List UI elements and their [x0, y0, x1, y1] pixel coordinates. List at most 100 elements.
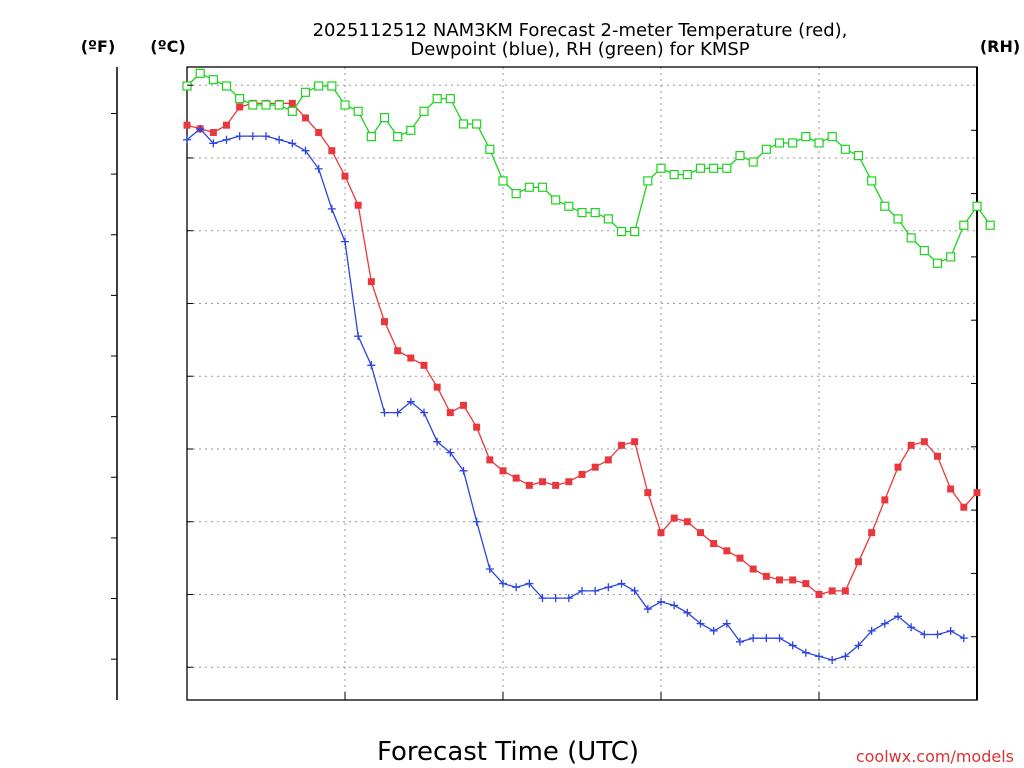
- dewpoint-point: [894, 612, 902, 621]
- temperature-point: [341, 172, 349, 180]
- dewpoint-point: [762, 634, 771, 643]
- rh-point: [985, 220, 995, 230]
- temperature-point: [776, 576, 783, 584]
- temperature-point: [802, 580, 810, 588]
- series-dewpoint: [183, 124, 968, 664]
- dewpoint-point: [209, 139, 218, 148]
- series-layer: [182, 68, 995, 664]
- dewpoint-point: [801, 648, 810, 657]
- dewpoint-point: [880, 619, 889, 628]
- rh-point: [419, 106, 429, 116]
- dewpoint-point: [591, 586, 600, 595]
- dewpoint-point: [446, 448, 455, 457]
- rh-point: [235, 94, 245, 104]
- temperature-point: [736, 554, 744, 562]
- dewpoint-point: [604, 583, 613, 592]
- rh-point: [261, 100, 271, 110]
- plot-frame: [116, 66, 978, 701]
- temperature-point: [552, 481, 560, 489]
- dewpoint-point: [722, 619, 731, 628]
- dewpoint-point: [406, 397, 415, 406]
- temperature-point: [381, 318, 388, 326]
- rh-point: [735, 151, 745, 161]
- dewpoint-point: [854, 641, 863, 650]
- temperature-point: [920, 438, 928, 446]
- rh-point: [643, 176, 653, 186]
- dewpoint-point: [933, 630, 942, 639]
- temperature-point: [499, 467, 507, 475]
- plot-border: [186, 66, 978, 701]
- dewpoint-point: [314, 164, 323, 173]
- rh-point: [761, 144, 771, 154]
- rh-point: [722, 163, 732, 173]
- dewpoint-point: [920, 630, 929, 639]
- rh-point: [511, 189, 521, 199]
- temperature-point: [525, 481, 533, 489]
- dewpoint-point: [775, 634, 784, 643]
- rh-point: [221, 81, 232, 91]
- grid-lines: [187, 67, 977, 700]
- temperature-point: [815, 591, 823, 598]
- temperature-point: [565, 478, 573, 486]
- rh-point: [393, 132, 403, 142]
- dewpoint-point: [736, 637, 744, 646]
- rh-point: [867, 176, 877, 186]
- rh-point: [827, 132, 837, 142]
- dewpoint-point: [525, 579, 534, 588]
- rh-point: [340, 100, 350, 110]
- temperature-point: [539, 478, 546, 486]
- temperature-point: [881, 496, 889, 504]
- rh-point: [748, 157, 758, 167]
- temperature-point: [486, 456, 494, 464]
- dewpoint-point: [709, 626, 718, 635]
- dewpoint-point: [262, 132, 270, 141]
- temperature-point: [789, 576, 797, 584]
- rh-point: [248, 100, 258, 110]
- temperature-point: [209, 128, 217, 136]
- dewpoint-point: [578, 586, 586, 595]
- dewpoint-point: [749, 634, 758, 643]
- rh-point: [564, 201, 574, 211]
- temperature-point: [841, 587, 849, 595]
- dewpoint-point: [235, 132, 244, 141]
- temperature-point: [394, 347, 402, 355]
- rh-point: [379, 113, 390, 123]
- rh-point: [524, 182, 534, 192]
- chart-title-line2: Dewpoint (blue), RH (green) for KMSP: [410, 39, 749, 60]
- rh-point: [906, 233, 916, 243]
- rh-point: [853, 151, 864, 161]
- dewpoint-point: [959, 634, 968, 643]
- dewpoint-point: [551, 594, 560, 603]
- temperature-point: [683, 518, 691, 526]
- dewpoint-point: [222, 135, 231, 144]
- rh-point: [880, 201, 890, 211]
- temperature-point: [644, 489, 652, 497]
- rh-point: [274, 100, 284, 110]
- dewpoint-point: [301, 146, 310, 155]
- temperature-line: [186, 102, 978, 596]
- rh-point: [788, 138, 798, 148]
- temperature-point: [183, 121, 191, 129]
- dewpoint-point: [630, 586, 639, 595]
- rh-point: [959, 220, 969, 230]
- temperature-point: [288, 99, 296, 107]
- dewpoint-point: [341, 237, 349, 246]
- dewpoint-point: [183, 135, 191, 144]
- rh-point: [195, 68, 205, 78]
- dewpoint-point: [327, 204, 336, 213]
- dewpoint-point: [275, 135, 284, 144]
- temperature-point: [723, 547, 731, 555]
- temperature-point: [512, 474, 520, 482]
- rh-point: [287, 106, 297, 116]
- temperature-point: [868, 529, 876, 537]
- rh-point: [590, 207, 600, 218]
- dewpoint-point: [867, 626, 876, 635]
- rh-point: [366, 132, 376, 142]
- rh-unit-label: (RH): [980, 37, 1020, 56]
- rh-point: [603, 214, 613, 224]
- dewpoint-point: [617, 579, 626, 588]
- rh-point: [616, 226, 627, 237]
- temperature-point: [762, 572, 770, 580]
- rh-point: [972, 201, 982, 211]
- dewpoint-point: [196, 124, 205, 133]
